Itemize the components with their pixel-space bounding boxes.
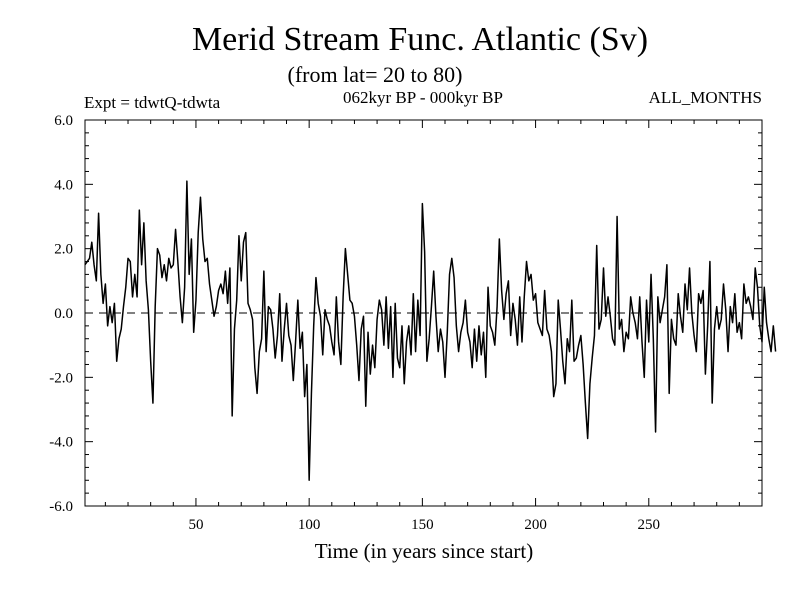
x-tick-label: 50 (188, 517, 203, 533)
x-tick-label: 250 (638, 517, 661, 533)
y-tick-label: -4.0 (49, 435, 73, 451)
x-tick-label: 100 (298, 517, 321, 533)
experiment-label: Expt = tdwtQ-tdwta (84, 93, 221, 112)
x-tick-label: 150 (411, 517, 434, 533)
chart-title: Merid Stream Func. Atlantic (Sv) (192, 21, 648, 58)
chart-subtitle: (from lat= 20 to 80) (288, 62, 463, 87)
y-tick-label: -2.0 (49, 370, 73, 386)
y-axis: -6.0 -4.0 -2.0 0.0 2.0 4.0 6.0 (49, 113, 762, 515)
x-tick-label: 200 (524, 517, 547, 533)
y-tick-label: 0.0 (54, 306, 73, 322)
x-minor-ticks (104, 120, 740, 506)
months-label: ALL_MONTHS (649, 88, 762, 107)
y-tick-label: -6.0 (49, 499, 73, 515)
y-tick-label: 4.0 (54, 177, 73, 193)
series-line (84, 180, 777, 482)
x-axis: 50 100 150 200 250 (188, 517, 660, 533)
x-axis-label: Time (in years since start) (315, 539, 534, 563)
y-tick-label: 2.0 (54, 242, 73, 258)
plot-frame (84, 119, 763, 507)
period-label: 062kyr BP - 000kyr BP (343, 88, 503, 107)
y-tick-label: 6.0 (54, 113, 73, 129)
